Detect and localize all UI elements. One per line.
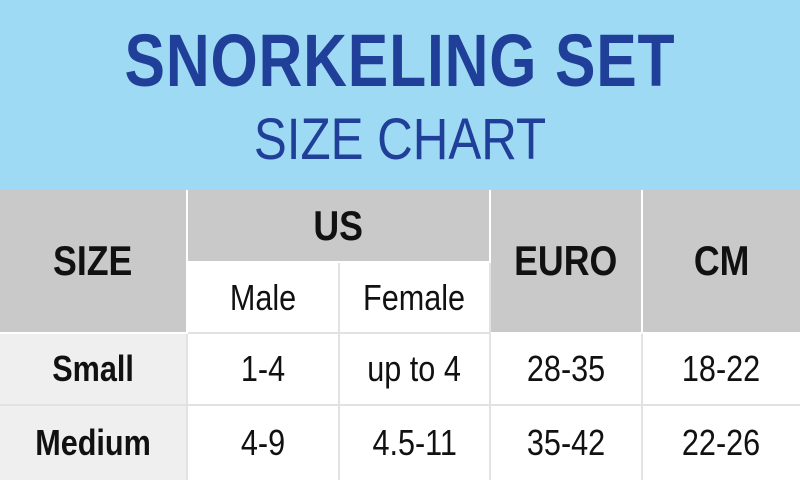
cell: 35-42 (491, 406, 643, 480)
title: SNORKELING SET (124, 19, 676, 102)
cell: 22-26 (643, 406, 800, 480)
header-cell: EURO (491, 190, 643, 334)
header-band (0, 0, 800, 190)
cell-text: 4.5-11 (372, 422, 457, 463)
header-text: CM (693, 237, 750, 284)
cell-text: up to 4 (367, 348, 462, 389)
header-cell: CM (643, 190, 800, 334)
header-text: EURO (514, 237, 618, 284)
cell-text: Medium (35, 422, 151, 463)
cell: 28-35 (491, 334, 643, 406)
cell-text: 4-9 (240, 422, 286, 463)
header-cell: US (188, 190, 491, 263)
cell-text: 35-42 (526, 422, 606, 463)
subheader-cell: Male (188, 263, 340, 334)
cell-text: 28-35 (526, 348, 606, 389)
cell: 4.5-11 (340, 406, 491, 480)
cell-text: 18-22 (682, 348, 761, 389)
cell-text: 1-4 (240, 348, 286, 389)
header-cell: SIZE (0, 190, 188, 334)
subheader-text: Female (363, 276, 466, 318)
cell: up to 4 (340, 334, 491, 406)
subheader-cell: Female (340, 263, 491, 334)
cell: 1-4 (188, 334, 340, 406)
cell-text: 22-26 (682, 422, 761, 463)
cell: 4-9 (188, 406, 340, 480)
cell: 18-22 (643, 334, 800, 406)
subheader-text: Male (229, 276, 297, 318)
row-label: Medium (0, 406, 188, 480)
row-label: Small (0, 334, 188, 406)
cell-text: Small (52, 348, 134, 389)
header-text: SIZE (53, 237, 133, 284)
subtitle: SIZE CHART (253, 107, 547, 172)
header-text: US (313, 201, 364, 249)
